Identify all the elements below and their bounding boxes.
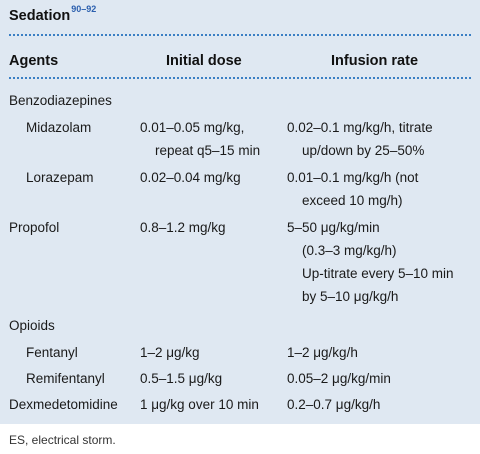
rate-remifentanyl: 0.05–2 μg/kg/min (287, 371, 391, 386)
header-agents: Agents (9, 53, 59, 69)
rate-fentanyl: 1–2 μg/kg/h (287, 345, 358, 360)
footnote: ES, electrical storm. (9, 433, 116, 447)
header-infusion-rate: Infusion rate (331, 53, 419, 69)
rate-propofol-4: by 5–10 μg/kg/h (302, 289, 399, 304)
dose-remifentanyl: 0.5–1.5 μg/kg (140, 371, 223, 386)
rate-lorazepam-2: exceed 10 mg/h) (302, 193, 403, 208)
sedation-table: Sedation90–92 Agents Initial dose Infusi… (0, 0, 480, 424)
rate-lorazepam-1: 0.01–0.1 mg/kg/h (not (287, 170, 419, 185)
group-benzodiazepines: Benzodiazepines (9, 93, 112, 108)
rate-propofol-2: (0.3–3 mg/kg/h) (302, 243, 397, 258)
agent-remifentanyl: Remifentanyl (26, 371, 105, 386)
agent-lorazepam: Lorazepam (26, 170, 94, 185)
agent-dexmedetomidine: Dexmedetomidine (9, 397, 118, 412)
agent-propofol: Propofol (9, 220, 60, 235)
dose-propofol: 0.8–1.2 mg/kg (140, 220, 226, 235)
table-title: Sedation90–92 (9, 4, 97, 24)
dose-midazolam-2: repeat q5–15 min (155, 143, 261, 158)
dose-dexmedetomidine: 1 μg/kg over 10 min (140, 397, 259, 412)
rate-midazolam-1: 0.02–0.1 mg/kg/h, titrate (287, 120, 433, 135)
rate-propofol-3: Up-titrate every 5–10 min (302, 266, 454, 281)
dose-midazolam-1: 0.01–0.05 mg/kg, (140, 120, 245, 135)
divider-header (9, 77, 471, 79)
group-opioids: Opioids (9, 318, 55, 333)
divider-top (9, 34, 471, 36)
dose-fentanyl: 1–2 μg/kg (140, 345, 200, 360)
header-initial-dose: Initial dose (166, 53, 242, 69)
rate-midazolam-2: up/down by 25–50% (302, 143, 425, 158)
rate-dexmedetomidine: 0.2–0.7 μg/kg/h (287, 397, 381, 412)
dose-lorazepam: 0.02–0.04 mg/kg (140, 170, 241, 185)
rate-propofol-1: 5–50 μg/kg/min (287, 220, 380, 235)
agent-fentanyl: Fentanyl (26, 345, 78, 360)
title-reference: 90–92 (71, 4, 97, 14)
agent-midazolam: Midazolam (26, 120, 92, 135)
